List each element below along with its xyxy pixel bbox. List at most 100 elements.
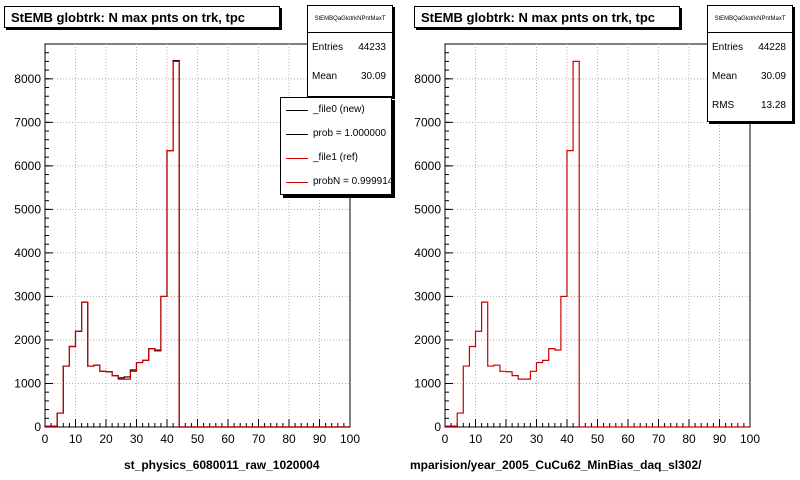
right-series-0-bin xyxy=(549,349,555,427)
left-x-tick-label: 30 xyxy=(130,432,144,446)
legend-label-prob: prob = 1.000000 xyxy=(313,128,387,139)
legend-line-probn xyxy=(286,182,308,183)
right-series-0-bin xyxy=(573,61,579,427)
left-y-tick-label: 0 xyxy=(34,420,41,434)
right-x-tick-label: 90 xyxy=(713,432,727,446)
left-x-tick-label: 50 xyxy=(191,432,205,446)
left-series-1-bin xyxy=(149,349,155,427)
left-legend: _file0 (new) prob = 1.000000 _file1 (ref… xyxy=(280,97,392,195)
left-y-tick-label: 5000 xyxy=(14,202,41,216)
left-stats-entries-label: Entries xyxy=(312,42,344,53)
right-series-0-bin xyxy=(451,426,457,427)
left-series-1-bin xyxy=(161,296,167,427)
left-series-1-bin xyxy=(173,61,179,427)
left-y-tick-label: 1000 xyxy=(14,376,41,390)
left-y-tick-label: 8000 xyxy=(14,72,41,86)
left-series-1-bin xyxy=(57,413,63,427)
left-series-1-bin xyxy=(100,371,106,427)
right-stats-mean-label: Mean xyxy=(712,71,738,82)
left-stats-entries-row: Entries 44233 xyxy=(308,33,392,62)
left-series-1-bin xyxy=(124,379,130,427)
left-series-1-bin xyxy=(106,372,112,427)
right-x-tick-label: 20 xyxy=(499,432,513,446)
right-x-tick-label: 50 xyxy=(591,432,605,446)
left-series-1-bin xyxy=(69,346,75,427)
right-x-tick-label: 0 xyxy=(442,432,449,446)
right-y-tick-label: 4000 xyxy=(414,246,441,260)
left-stats-mean-value: 30.09 xyxy=(360,71,386,82)
right-chart-title: StEMB globtrk: N max pnts on trk, tpc xyxy=(414,6,680,28)
left-y-tick-label: 4000 xyxy=(14,246,41,260)
left-series-1-line xyxy=(44,60,350,428)
right-x-tick-label: 100 xyxy=(740,432,760,446)
legend-label-probn: probN = 0.999914 xyxy=(313,176,392,187)
legend-label-file0: _file0 (new) xyxy=(313,104,365,115)
right-x-tick-label: 60 xyxy=(621,432,635,446)
left-stats-entries-value: 44233 xyxy=(358,42,386,53)
left-chart-title: StEMB globtrk: N max pnts on trk, tpc xyxy=(4,6,280,28)
left-y-tick-label: 6000 xyxy=(14,159,41,173)
left-series-1-bin xyxy=(51,426,57,427)
left-x-tick-label: 20 xyxy=(99,432,113,446)
right-x-axis-label: mparision/year_2005_CuCu62_MinBias_daq_s… xyxy=(410,458,702,472)
left-series-1-bin xyxy=(88,366,94,427)
left-stats-mean-label: Mean xyxy=(312,71,338,82)
right-y-tick-label: 6000 xyxy=(414,159,441,173)
left-x-tick-label: 70 xyxy=(252,432,266,446)
legend-line-file0 xyxy=(286,110,308,111)
right-y-tick-label: 2000 xyxy=(414,333,441,347)
legend-entry-prob: prob = 1.000000 xyxy=(281,122,391,146)
left-x-tick-label: 80 xyxy=(282,432,296,446)
right-series-0-bin xyxy=(463,366,469,427)
right-series-0-bin xyxy=(445,426,451,427)
legend-entry-file0: _file0 (new) xyxy=(281,98,391,122)
left-y-tick-label: 7000 xyxy=(14,115,41,129)
right-series-0-bin xyxy=(518,379,524,427)
right-stats-rms-value: 13.28 xyxy=(760,100,786,111)
left-x-tick-label: 40 xyxy=(160,432,174,446)
right-series-0-bin xyxy=(476,331,482,427)
right-series-0-bin xyxy=(537,363,543,427)
right-series-0-bin xyxy=(469,346,475,427)
right-y-tick-label: 0 xyxy=(434,420,441,434)
right-series-0-bin xyxy=(567,151,573,427)
legend-entry-file1: _file1 (ref) xyxy=(281,146,391,170)
left-series-1-bin xyxy=(94,365,100,427)
right-x-tick-label: 80 xyxy=(682,432,696,446)
left-stats-name: StEMBQaGlotrkNPntMaxT xyxy=(308,6,392,33)
right-series-0-bin xyxy=(561,296,567,427)
right-stats-entries-label: Entries xyxy=(712,42,744,53)
left-series-1-bin xyxy=(76,331,82,427)
right-series-0-bin xyxy=(482,302,488,427)
left-series-1-bin xyxy=(143,360,149,427)
right-series-0-bin xyxy=(555,350,561,427)
left-series-1-bin xyxy=(82,302,88,427)
right-stats-entries-value: 44228 xyxy=(758,42,786,53)
right-histogram-svg: 0 10 20 30 40 50 60 70 80 90 100010002000300040005… xyxy=(414,43,760,446)
legend-entry-probn: probN = 0.999914 xyxy=(281,170,391,194)
left-series-1-bin xyxy=(118,379,124,427)
left-y-tick-label: 3000 xyxy=(14,289,41,303)
right-series-0-bin xyxy=(530,371,536,427)
right-series-0-bin xyxy=(500,371,506,427)
right-series-0-bin xyxy=(524,379,530,427)
legend-line-prob xyxy=(286,134,308,135)
left-x-tick-label: 10 xyxy=(69,432,83,446)
right-stats-box: StEMBQaGlotrkNPntMaxT Entries 44228 Mean… xyxy=(707,5,793,122)
left-series-1-bin xyxy=(112,376,118,427)
right-x-tick-label: 70 xyxy=(652,432,666,446)
right-stats-name: StEMBQaGlotrkNPntMaxT xyxy=(708,6,792,33)
left-x-tick-label: 100 xyxy=(340,432,360,446)
left-x-tick-label: 90 xyxy=(313,432,327,446)
right-stats-mean-row: Mean 30.09 xyxy=(708,62,792,91)
right-series-0-line xyxy=(444,60,750,428)
left-series-1-bin xyxy=(137,363,143,427)
left-series-1-bin xyxy=(167,151,173,427)
right-series-0-bin xyxy=(457,413,463,427)
left-series-1-bin xyxy=(45,426,51,427)
left-x-axis-label: st_physics_6080011_raw_1020004 xyxy=(124,458,320,472)
right-stats-entries-row: Entries 44228 xyxy=(708,33,792,62)
right-x-tick-label: 10 xyxy=(469,432,483,446)
right-series-0-bin xyxy=(543,360,549,427)
left-x-tick-label: 60 xyxy=(221,432,235,446)
